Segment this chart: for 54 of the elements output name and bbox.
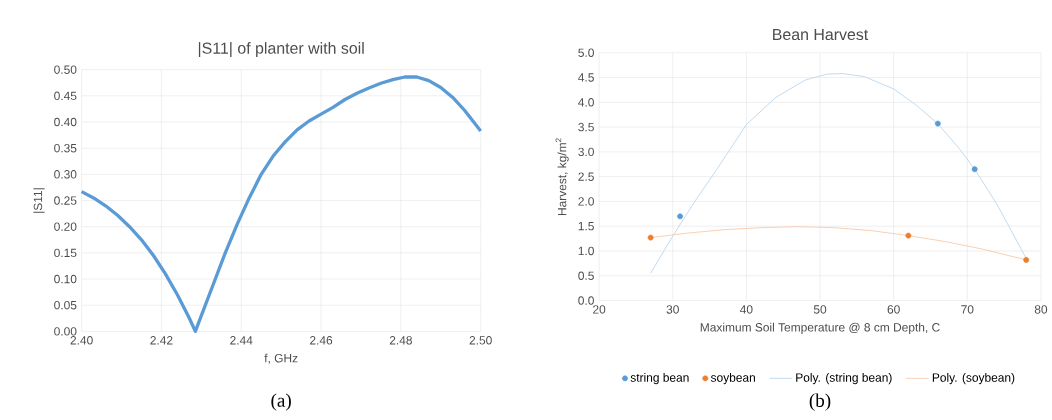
y-tick-label: 0.30 [54,170,77,179]
y-axis-title: |S11| [33,188,45,213]
x-tick-label: 2.50 [469,336,492,345]
point [905,232,912,239]
legend-label: Poly. (string bean) [796,373,892,385]
y-tick-label: 3.0 [578,147,594,157]
x-axis-title: f, GHz [264,353,298,364]
y-tick-label: 4.0 [578,98,594,107]
x-tick-label: 2.42 [150,336,173,345]
x-axis-title: Maximum Soil Temperature @ 8 cm Depth, C [700,322,940,334]
chart-title: |S11| of planter with soil [198,42,364,58]
y-tick-label: 2.0 [578,197,594,206]
x-tick-label: 80 [1034,305,1048,314]
point [971,166,978,173]
y-axis-title: Harvest, kg/m$^{2}$ [555,138,569,216]
y-tick-label: 0.10 [54,274,77,284]
y-tick-label: 0.5 [578,271,594,281]
y-tick-label: 0.45 [54,91,77,101]
text: (b) [809,393,831,411]
y-tick-label: 0.0 [578,296,594,305]
x-tick-label: 70 [961,305,974,314]
y-tick-label: 0.40 [54,117,77,127]
y-tick-label: 0.50 [54,65,77,74]
point [934,120,941,127]
y-tick-label: 0.20 [54,222,77,231]
x-tick-label: 2.48 [389,336,412,345]
y-tick-label: 0.15 [54,248,77,258]
y-tick-label: 1.0 [578,246,594,256]
chart-title: Bean Harvest [773,29,869,41]
y-tick-label: 0.25 [54,196,77,205]
legend-label: string bean [630,373,689,385]
x-tick-label: 20 [593,305,606,314]
point [677,213,684,220]
y-tick-label: 0.00 [54,327,77,336]
y-tick-label: 0.35 [54,143,77,153]
line-series [79,75,483,334]
x-tick-label: 30 [666,305,679,314]
point [647,234,654,241]
y-tick-label: 3.5 [578,122,594,132]
x-tick-label: 2.40 [70,336,93,345]
x-tick-label: 50 [813,305,827,314]
x-tick-label: 60 [887,305,900,314]
x-tick-label: 2.44 [230,336,253,345]
y-tick-label: 2.5 [578,172,594,181]
x-tick-label: 2.46 [310,336,333,345]
text: (a) [271,393,291,411]
y-tick-label: 1.5 [578,222,594,231]
y-tick-label: 4.5 [578,73,594,82]
y-tick-label: 0.05 [54,301,77,310]
legend-label: soybean [710,373,755,385]
y-tick-label: 5.0 [578,48,594,57]
x-tick-label: 40 [740,305,753,314]
legend-label: Poly. (soybean) [932,373,1015,385]
point [1023,256,1030,263]
